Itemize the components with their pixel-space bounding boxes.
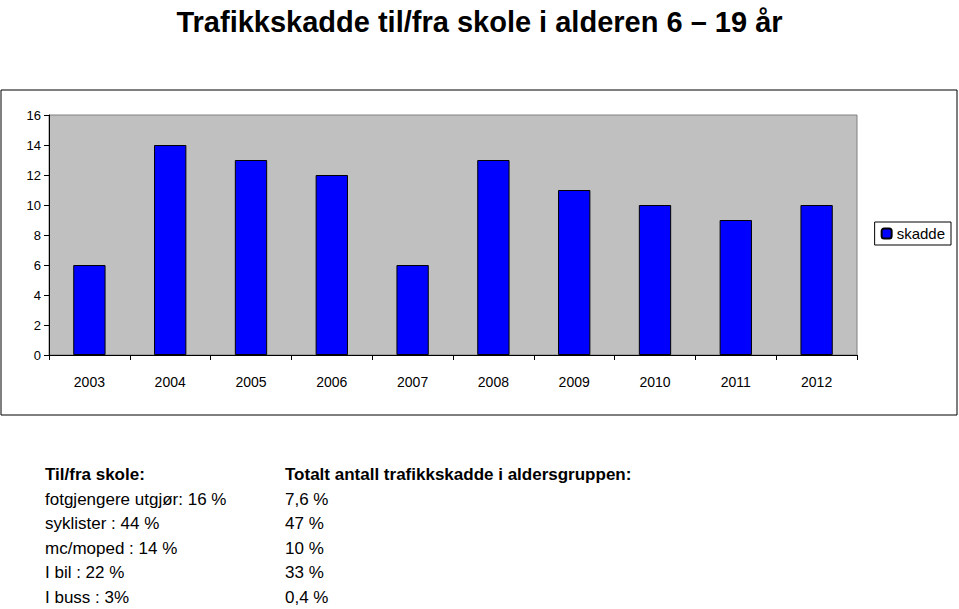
svg-text:10: 10 <box>27 198 41 213</box>
svg-text:2008: 2008 <box>478 374 509 390</box>
svg-text:6: 6 <box>34 258 41 273</box>
svg-text:2012: 2012 <box>801 374 832 390</box>
svg-text:2009: 2009 <box>559 374 590 390</box>
svg-text:2006: 2006 <box>316 374 347 390</box>
svg-text:2005: 2005 <box>235 374 266 390</box>
svg-text:mc/moped : 14 %: mc/moped : 14 % <box>45 539 177 558</box>
svg-text:16: 16 <box>27 108 41 123</box>
svg-text:fotgjengere utgjør: 16 %: fotgjengere utgjør: 16 % <box>45 490 226 509</box>
svg-text:7,6 %: 7,6 % <box>285 490 328 509</box>
svg-text:10 %: 10 % <box>285 539 324 558</box>
svg-text:2003: 2003 <box>74 374 105 390</box>
svg-text:12: 12 <box>27 168 41 183</box>
svg-text:2: 2 <box>34 318 41 333</box>
svg-text:4: 4 <box>34 288 41 303</box>
svg-text:syklister : 44 %: syklister : 44 % <box>45 514 159 533</box>
svg-text:47 %: 47 % <box>285 514 324 533</box>
svg-text:2011: 2011 <box>721 374 751 390</box>
svg-text:I buss : 3%: I buss : 3% <box>45 588 129 607</box>
svg-text:8: 8 <box>34 228 41 243</box>
svg-text:0,4 %: 0,4 % <box>285 588 328 607</box>
svg-text:I bil : 22 %: I bil : 22 % <box>45 563 124 582</box>
svg-text:0: 0 <box>34 348 41 363</box>
svg-text:skadde: skadde <box>897 225 945 242</box>
svg-text:2010: 2010 <box>639 374 670 390</box>
svg-text:2004: 2004 <box>155 374 186 390</box>
svg-text:Til/fra skole:: Til/fra skole: <box>45 465 145 484</box>
svg-text:33 %: 33 % <box>285 563 324 582</box>
svg-text:14: 14 <box>27 138 41 153</box>
svg-text:Trafikkskadde til/fra skole i: Trafikkskadde til/fra skole i alderen 6 … <box>176 6 782 38</box>
svg-text:Totalt antall trafikkskadde i: Totalt antall trafikkskadde i aldersgrup… <box>285 465 631 484</box>
svg-text:2007: 2007 <box>397 374 428 390</box>
